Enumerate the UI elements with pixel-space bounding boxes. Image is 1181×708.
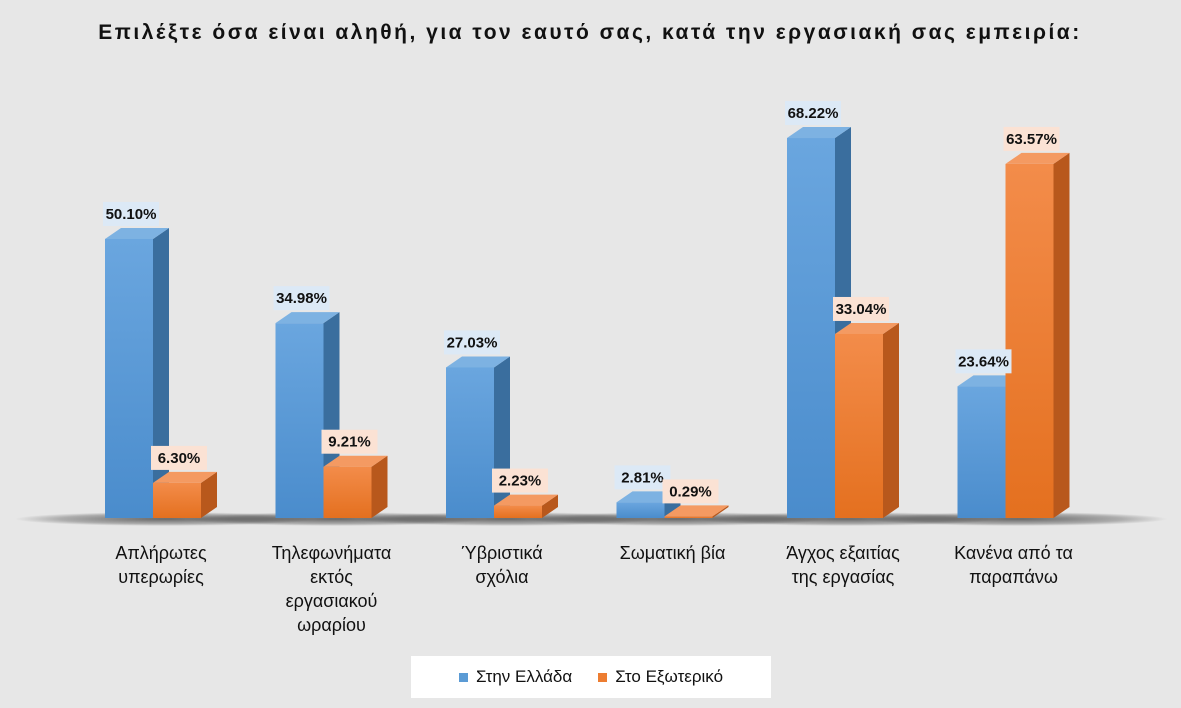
- bar-abroad: [494, 505, 542, 518]
- bar-greece: [787, 138, 835, 519]
- x-tick-label-line: εκτός: [310, 567, 353, 587]
- legend-item-abroad: Στο Εξωτερικό: [598, 667, 723, 687]
- data-label-text: 63.57%: [1006, 131, 1057, 148]
- data-label-abroad: 0.29%: [662, 479, 719, 504]
- legend-swatch-abroad: [598, 672, 608, 682]
- data-label-text: 27.03%: [447, 334, 498, 351]
- legend-item-greece: Στην Ελλάδα: [458, 667, 573, 687]
- bar-abroad: [664, 516, 713, 518]
- data-label-abroad: 2.23%: [492, 468, 548, 493]
- data-label-bg: [785, 101, 841, 126]
- x-tick-label-line: σχόλια: [475, 567, 529, 587]
- bar-shadow: [867, 512, 1168, 526]
- x-tick-label: Ύβριστικά σχόλια: [427, 541, 577, 589]
- data-label-greece: 68.22%: [785, 101, 841, 126]
- data-label-bg: [492, 468, 548, 493]
- bar-side-greece: [494, 356, 510, 518]
- bar-side-abroad: [542, 494, 558, 518]
- x-tick-label: Απλήρωτες υπερωρίες: [86, 541, 236, 589]
- x-tick-label-line: εργασιακού: [285, 591, 378, 611]
- data-label-bg: [321, 429, 378, 454]
- bar-top-abroad: [494, 494, 558, 506]
- bar-top-abroad: [323, 455, 388, 467]
- data-label-text: 33.04%: [836, 301, 887, 318]
- x-tick-label-line: Απλήρωτες: [115, 543, 207, 563]
- bar-side-greece: [153, 227, 169, 518]
- x-tick-label-line: ωραρίου: [297, 615, 366, 635]
- bar-side-abroad: [712, 505, 729, 518]
- data-label-greece: 34.98%: [273, 286, 330, 311]
- bar-greece: [275, 323, 324, 518]
- data-label-greece: 23.64%: [955, 349, 1012, 374]
- x-tick-label-line: παραπάνω: [969, 567, 1058, 587]
- bar-top-abroad: [153, 471, 217, 483]
- bar-top-greece: [787, 127, 851, 139]
- legend-label-greece: Στην Ελλάδα: [475, 667, 573, 686]
- data-label-abroad: 63.57%: [1003, 126, 1060, 151]
- data-label-bg: [662, 479, 719, 504]
- bar-top-greece: [275, 312, 340, 324]
- x-tick-label: Τηλεφωνήματα εκτός εργασιακού ωραρίου: [257, 541, 407, 637]
- bar-top-greece: [105, 227, 169, 239]
- data-label-text: 2.81%: [621, 469, 664, 486]
- data-label-text: 0.29%: [669, 483, 712, 500]
- bar-side-abroad: [201, 471, 217, 518]
- data-label-bg: [1003, 126, 1060, 151]
- data-label-greece: 27.03%: [444, 330, 500, 355]
- bar-greece: [446, 367, 494, 518]
- bar-abroad: [835, 333, 883, 518]
- data-label-bg: [614, 465, 671, 490]
- data-label-text: 6.30%: [158, 450, 201, 467]
- data-label-greece: 2.81%: [614, 465, 671, 490]
- bar-abroad: [153, 482, 201, 518]
- bar-abroad: [1005, 163, 1054, 518]
- bar-greece: [616, 502, 665, 518]
- data-label-greece: 50.10%: [103, 201, 159, 226]
- data-label-bg: [151, 445, 207, 470]
- x-tick-label-line: Τηλεφωνήματα: [271, 543, 392, 563]
- bar-side-abroad: [371, 455, 388, 518]
- data-label-bg: [103, 201, 159, 226]
- data-label-text: 50.10%: [106, 206, 157, 223]
- data-label-abroad: 6.30%: [151, 445, 207, 470]
- data-label-text: 68.22%: [788, 105, 839, 122]
- bar-top-abroad: [835, 322, 899, 334]
- x-tick-label: Άγχος εξαιτίας της εργασίας: [768, 541, 918, 589]
- data-label-text: 34.98%: [276, 290, 327, 307]
- bar-top-greece: [446, 356, 510, 368]
- data-label-bg: [833, 296, 889, 321]
- chart-title: Επιλέξτε όσα είναι αληθή, για τον εαυτό …: [98, 21, 1082, 44]
- bar-greece: [957, 386, 1006, 518]
- x-tick-label-line: της εργασίας: [791, 567, 895, 587]
- bar-side-abroad: [883, 322, 899, 518]
- data-label-abroad: 9.21%: [321, 429, 378, 454]
- x-tick-label-line: Σωματική βία: [619, 543, 726, 563]
- bar-greece: [105, 238, 153, 518]
- x-tick-label: Σωματική βία: [598, 541, 748, 565]
- data-label-text: 2.23%: [499, 473, 542, 490]
- data-label-text: 9.21%: [328, 434, 371, 451]
- bar-top-abroad: [1005, 152, 1070, 164]
- data-label-abroad: 33.04%: [833, 296, 889, 321]
- bar-top-abroad: [664, 505, 729, 517]
- data-label-bg: [273, 286, 330, 311]
- legend: Στην Ελλάδα Στο Εξωτερικό: [411, 656, 771, 698]
- data-label-text: 23.64%: [958, 353, 1009, 370]
- x-tick-label: Κανένα από τα παραπάνω: [939, 541, 1089, 589]
- data-label-bg: [444, 330, 500, 355]
- x-tick-label-line: Κανένα από τα: [954, 543, 1073, 563]
- x-tick-label-line: Ύβριστικά: [461, 543, 543, 563]
- bar-abroad: [323, 466, 372, 518]
- legend-label-abroad: Στο Εξωτερικό: [615, 667, 724, 686]
- x-tick-label-line: Άγχος εξαιτίας: [786, 543, 900, 563]
- legend-swatch-greece: [458, 672, 468, 682]
- bar-side-abroad: [1053, 152, 1070, 518]
- data-label-bg: [955, 349, 1012, 374]
- x-tick-label-line: υπερωρίες: [118, 567, 204, 587]
